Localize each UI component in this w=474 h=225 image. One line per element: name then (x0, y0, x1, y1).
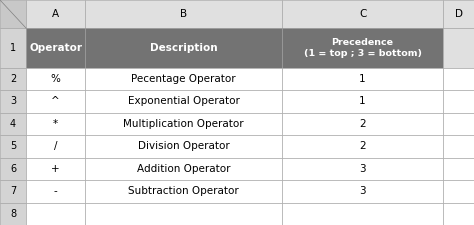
Bar (26, 180, 85, 202)
Text: 3: 3 (359, 186, 366, 196)
Bar (443, 202, 474, 225)
Bar (26, 112, 85, 135)
Bar (282, 0, 443, 28)
Text: Division Operator: Division Operator (138, 141, 229, 151)
Bar (282, 135, 443, 158)
Bar (443, 28, 474, 68)
Text: Multiplication Operator: Multiplication Operator (123, 119, 244, 129)
Text: Operator: Operator (29, 43, 82, 53)
Bar (85, 112, 282, 135)
Bar (85, 90, 282, 112)
Text: *: * (53, 119, 58, 129)
Bar (443, 158, 474, 180)
Bar (443, 0, 474, 28)
Text: ^: ^ (51, 96, 60, 106)
Text: C: C (359, 9, 366, 19)
Bar (0, 90, 26, 112)
Text: Description: Description (150, 43, 218, 53)
Text: 5: 5 (10, 141, 16, 151)
Text: Pecentage Operator: Pecentage Operator (131, 74, 236, 84)
Text: B: B (180, 9, 187, 19)
Bar (443, 180, 474, 202)
Bar (26, 158, 85, 180)
Bar (282, 28, 443, 68)
Text: Exponential Operator: Exponential Operator (128, 96, 240, 106)
Text: 3: 3 (359, 164, 366, 174)
Text: +: + (51, 164, 60, 174)
Bar (282, 112, 443, 135)
Text: D: D (455, 9, 463, 19)
Bar (282, 158, 443, 180)
Text: 2: 2 (359, 119, 366, 129)
Text: 1: 1 (359, 74, 366, 84)
Bar (0, 202, 26, 225)
Bar (0, 180, 26, 202)
Text: 1: 1 (10, 43, 16, 53)
Bar (0, 0, 26, 28)
Text: Addition Operator: Addition Operator (137, 164, 230, 174)
Bar (26, 202, 85, 225)
Text: 6: 6 (10, 164, 16, 174)
Text: -: - (54, 186, 57, 196)
Bar (85, 135, 282, 158)
Text: 3: 3 (10, 96, 16, 106)
Bar (0, 28, 26, 68)
Bar (443, 90, 474, 112)
Bar (26, 28, 85, 68)
Text: 7: 7 (10, 186, 16, 196)
Bar (282, 202, 443, 225)
Text: Precedence
(1 = top ; 3 = bottom): Precedence (1 = top ; 3 = bottom) (304, 38, 421, 58)
Text: %: % (51, 74, 61, 84)
Bar (0, 68, 26, 90)
Bar (0, 158, 26, 180)
Text: Subtraction Operator: Subtraction Operator (128, 186, 239, 196)
Bar (85, 180, 282, 202)
Bar (26, 135, 85, 158)
Text: A: A (52, 9, 59, 19)
Bar (85, 68, 282, 90)
Bar (26, 0, 85, 28)
Bar (85, 202, 282, 225)
Text: 2: 2 (10, 74, 16, 84)
Bar (282, 68, 443, 90)
Bar (85, 158, 282, 180)
Bar (443, 135, 474, 158)
Bar (0, 112, 26, 135)
Bar (282, 90, 443, 112)
Bar (443, 112, 474, 135)
Bar (85, 0, 282, 28)
Bar (282, 180, 443, 202)
Text: /: / (54, 141, 57, 151)
Bar (26, 68, 85, 90)
Text: 2: 2 (359, 141, 366, 151)
Bar (85, 28, 282, 68)
Bar (443, 68, 474, 90)
Text: 4: 4 (10, 119, 16, 129)
Text: 8: 8 (10, 209, 16, 219)
Bar (0, 135, 26, 158)
Text: 1: 1 (359, 96, 366, 106)
Bar (26, 90, 85, 112)
